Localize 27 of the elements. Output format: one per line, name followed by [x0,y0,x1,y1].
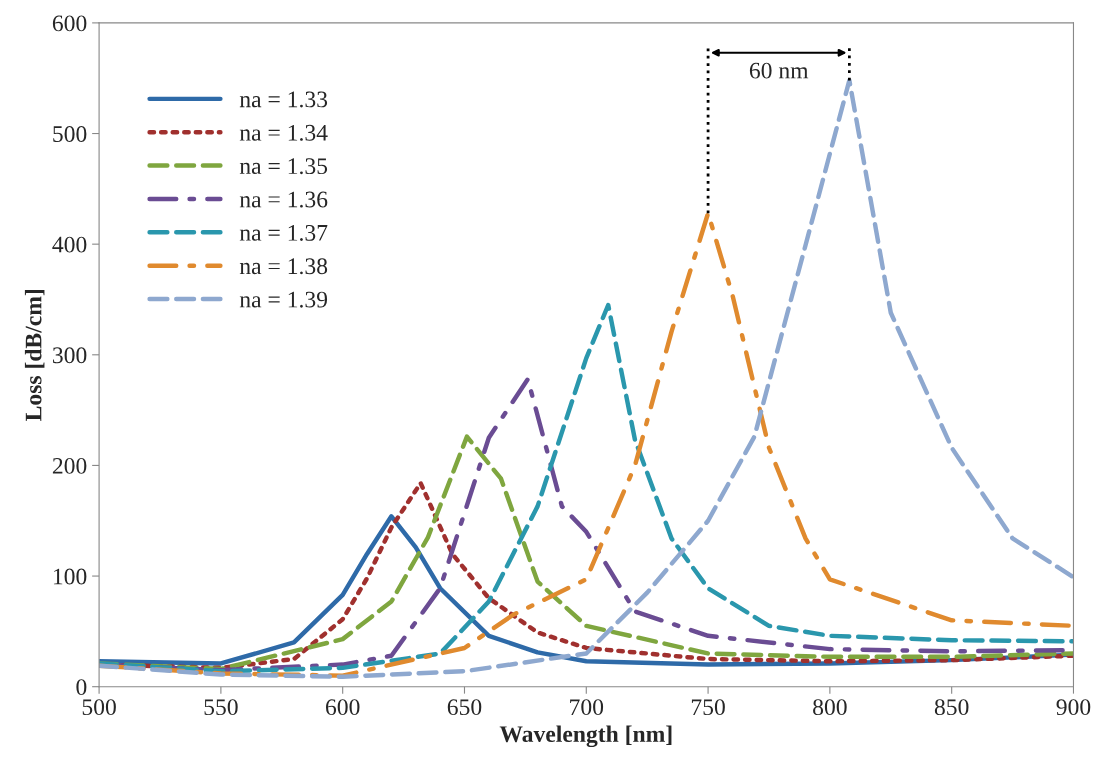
x-tick-label: 550 [204,699,238,716]
x-axis-title: Wavelength [nm] [499,725,672,748]
line-series [99,78,1074,679]
legend-label: na = 1.33 [239,91,328,108]
y-tick-label: 400 [52,236,87,253]
annotation: 60 nm [749,62,809,79]
legend-label: na = 1.39 [239,291,328,308]
x-tick-label: 600 [325,699,360,716]
x-tick-label: 700 [570,699,604,716]
y-tick-label: 200 [52,457,87,474]
x-tick-label: 800 [813,699,847,716]
legend-label: na = 1.34 [239,124,328,141]
legend-label: na = 1.36 [239,191,328,208]
x-tick-label: 900 [1056,699,1091,716]
y-tick-label: 500 [53,126,87,142]
legend-label: na = 1.37 [239,224,328,241]
x-tick-label: 650 [447,699,482,716]
y-tick-label: 0 [76,679,87,696]
y-tick-label: 300 [53,347,87,364]
x-tick-label: 750 [691,699,725,716]
legend-label: na = 1.38 [239,258,328,275]
y-axis-title: Loss [dB/cm] [24,289,45,421]
x-tick-label: 850 [934,699,969,716]
legend-label: na = 1.35 [239,158,328,175]
y-tick-label: 600 [52,15,87,32]
y-tick-label: 100 [53,568,87,585]
x-tick-label: 500 [82,699,116,716]
